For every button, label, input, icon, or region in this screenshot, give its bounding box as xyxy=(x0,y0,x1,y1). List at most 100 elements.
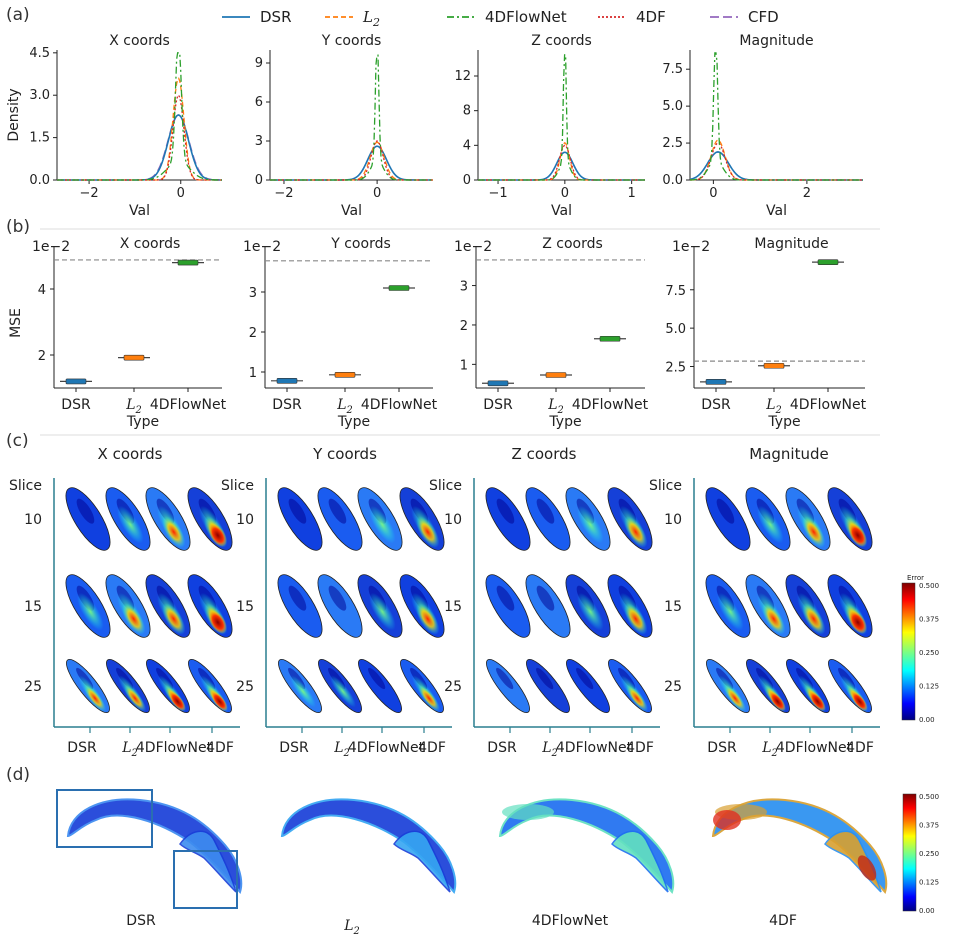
heatmap-cell xyxy=(706,659,750,713)
low-error-region xyxy=(368,667,386,690)
x-tick-label: 4DFlowNet xyxy=(572,397,649,413)
density-chart: X coords Val Density −2 0 0.0 1.5 3.0 4.5 xyxy=(6,33,223,219)
error-hotspot xyxy=(502,804,554,820)
high-error-region xyxy=(802,603,826,635)
density-curve-l2 xyxy=(57,77,222,181)
heatmap-column-label: 4DF xyxy=(846,740,874,756)
density-curve-4df xyxy=(57,94,222,181)
x-tick-label: 2 xyxy=(803,186,811,201)
y-tick-label: 1 xyxy=(460,358,468,373)
box-4dflownet xyxy=(817,259,839,265)
heatmap-cell xyxy=(525,574,571,638)
density-curve-4dflownet xyxy=(270,54,433,181)
chart-title: Y coords xyxy=(321,33,382,49)
colorbar-title: Error xyxy=(907,574,924,582)
y-tick-label: 8 xyxy=(463,104,471,119)
y-tick-label: 3 xyxy=(249,286,257,301)
heatmap-column-label: 4DFlowNet xyxy=(556,740,633,756)
slice-value: 10 xyxy=(236,512,254,528)
high-error-region xyxy=(124,684,147,712)
y-tick-label: 1.5 xyxy=(29,131,50,146)
flow-render-label: 4DFlowNet xyxy=(532,913,609,929)
y-tick-label: 7.5 xyxy=(665,284,686,299)
mse-box-chart: 1e−2 Z coords Type 1 2 3 DSR L2 4DFlowNet xyxy=(454,236,649,430)
x-tick-label: DSR xyxy=(272,397,302,413)
flow-render: 4DFlowNet xyxy=(498,798,675,929)
error-hotspot xyxy=(713,810,741,830)
heatmap-cell xyxy=(745,487,791,551)
heatmap-cell xyxy=(145,574,191,638)
density-charts: X coords Val Density −2 0 0.0 1.5 3.0 4.5 Y coord… xyxy=(6,33,863,219)
density-curve-cfd xyxy=(689,151,863,181)
low-error-region xyxy=(288,585,307,611)
slice-label: Slice xyxy=(9,478,42,494)
flow-render: L2 xyxy=(280,798,457,935)
y-tick-label: 0 xyxy=(463,173,471,188)
high-error-region xyxy=(84,684,107,712)
aorta-arch xyxy=(280,798,457,894)
colorbar-tick-label: 0.375 xyxy=(919,616,939,624)
low-error-region xyxy=(328,585,347,611)
low-error-region xyxy=(536,667,554,690)
flow-render: DSR xyxy=(66,798,243,929)
heatmap-column-label: L2 xyxy=(761,740,778,759)
x-tick-label: 4DFlowNet xyxy=(361,397,438,413)
box-dsr xyxy=(705,379,727,385)
legend-label: CFD xyxy=(748,8,779,26)
y-tick-label: 0.0 xyxy=(29,173,50,188)
zoom-box-arch xyxy=(56,789,153,848)
density-curve-cfd xyxy=(478,151,645,181)
x-tick-label: 0 xyxy=(561,186,569,201)
box-dsr xyxy=(276,377,298,384)
heatmap-cell xyxy=(146,659,190,713)
x-tick-label: 1 xyxy=(627,186,635,201)
heatmap-cell xyxy=(785,574,831,638)
high-error-region xyxy=(762,603,786,635)
density-curve-dsr xyxy=(57,114,222,181)
density-curve-dsr xyxy=(270,145,433,181)
box-dsr xyxy=(487,380,509,387)
slice-value: 25 xyxy=(444,679,462,695)
y-axis-label: Density xyxy=(6,88,22,141)
slice-value: 10 xyxy=(664,512,682,528)
heatmap-cell xyxy=(399,487,445,551)
heatmap-cell xyxy=(105,487,151,551)
density-curve-l2 xyxy=(689,139,863,181)
chart-title: X coords xyxy=(109,33,170,49)
heatmap-cell xyxy=(565,574,611,638)
peak-error-region xyxy=(851,691,868,712)
x-tick-label: 4DFlowNet xyxy=(150,397,227,413)
density-curve-4dflownet xyxy=(689,52,863,181)
aorta-arch xyxy=(66,798,243,894)
heatmap-column-label: L2 xyxy=(333,740,350,759)
heatmap-column-label: DSR xyxy=(487,740,517,756)
legend-label: L2 xyxy=(362,8,380,29)
mse-box-charts: 1e−2 X coords Type MSE 2 4 DSR L2 4DFlowNet 1e−2 Y… xyxy=(8,236,867,430)
y-tick-label: 2 xyxy=(38,349,46,364)
panel-label-d: (d) xyxy=(6,765,30,785)
heatmap-cell xyxy=(106,659,150,713)
heatmap-cell xyxy=(526,659,570,713)
heatmap-column-label: 4DFlowNet xyxy=(776,740,853,756)
density-curve-dsr xyxy=(689,151,863,181)
heatmap-cell xyxy=(277,487,323,551)
y-tick-label: 4 xyxy=(38,283,46,298)
colorbar-tick-label: 0.250 xyxy=(919,649,939,657)
slice-value: 15 xyxy=(664,599,682,615)
slice-value: 25 xyxy=(24,679,42,695)
heatmap-cell xyxy=(105,574,151,638)
heatmap-cell xyxy=(607,487,653,551)
y-tick-label: 3 xyxy=(460,280,468,295)
y-tick-label: 3.0 xyxy=(29,88,50,103)
colorbar-gradient xyxy=(902,793,917,912)
box-4dflownet xyxy=(388,285,410,291)
heatmap-cell xyxy=(357,574,403,638)
chart-title: Magnitude xyxy=(739,33,813,49)
y-tick-label: 12 xyxy=(454,69,471,84)
y-tick-label: 7.5 xyxy=(662,62,683,77)
x-tick-label: −1 xyxy=(488,186,507,201)
heatmap-cell xyxy=(65,574,111,638)
heatmap-cell xyxy=(318,659,362,713)
density-curve-4df xyxy=(689,142,863,181)
